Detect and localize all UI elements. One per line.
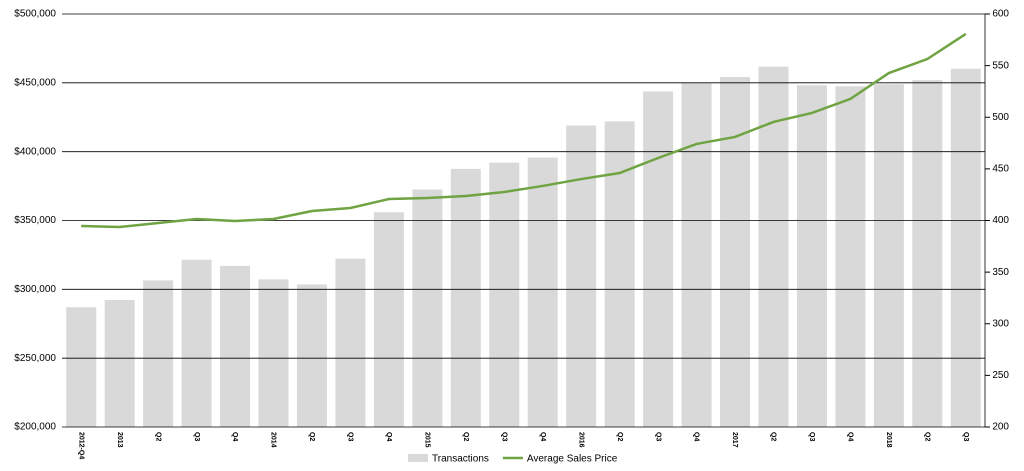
x-tick-label: 2017 bbox=[731, 432, 738, 448]
x-tick-label: Q2 bbox=[154, 432, 161, 441]
line bbox=[81, 32, 967, 229]
y2-tick-label: 400 bbox=[992, 215, 1009, 226]
x-tick-label: Q2 bbox=[462, 432, 469, 441]
x-tick-label: 2018 bbox=[885, 432, 892, 448]
y2-tick-label: 600 bbox=[992, 9, 1009, 20]
bar bbox=[643, 91, 674, 427]
bar bbox=[450, 168, 481, 427]
bar bbox=[604, 121, 635, 427]
x-tick-label: 2014 bbox=[270, 432, 277, 448]
bar bbox=[835, 86, 866, 428]
bar bbox=[181, 259, 212, 427]
y2-tick-label: 500 bbox=[992, 112, 1009, 123]
y-tick-label: $500,000 bbox=[14, 9, 56, 20]
bar bbox=[489, 162, 520, 427]
x-tick-label: Q2 bbox=[770, 432, 777, 441]
bar bbox=[296, 284, 327, 427]
y-tick-label: $300,000 bbox=[14, 284, 56, 295]
x-tick-label: 2012-Q4 bbox=[77, 432, 84, 459]
x-tick-label: Q4 bbox=[539, 432, 546, 441]
y2-tick-label: 250 bbox=[992, 370, 1009, 381]
y2-tick-label: 300 bbox=[992, 318, 1009, 329]
x-tick-label: 2013 bbox=[116, 432, 123, 448]
x-tick-label: Q3 bbox=[962, 432, 969, 441]
legend-label: Average Sales Price bbox=[527, 454, 618, 465]
bar bbox=[950, 68, 981, 427]
legend-label: Transactions bbox=[432, 454, 489, 465]
x-tick-label: Q3 bbox=[808, 432, 815, 441]
bar bbox=[720, 76, 751, 428]
x-tick-label: Q4 bbox=[847, 432, 854, 441]
bar bbox=[143, 280, 174, 427]
y2-tick-label: 350 bbox=[992, 267, 1009, 278]
x-tick-label: 2015 bbox=[424, 432, 431, 448]
bar bbox=[335, 258, 366, 427]
bar bbox=[373, 212, 404, 427]
x-tick-label: 2016 bbox=[577, 432, 584, 448]
y-tick-label: $450,000 bbox=[14, 77, 56, 88]
bar bbox=[796, 85, 827, 428]
x-tick-label: Q3 bbox=[500, 432, 507, 441]
x-tick-label: Q3 bbox=[193, 432, 200, 441]
y-tick-label: $350,000 bbox=[14, 215, 56, 226]
y-tick-label: $400,000 bbox=[14, 146, 56, 157]
y-tick-label: $200,000 bbox=[14, 422, 56, 433]
bar bbox=[681, 83, 712, 428]
x-tick-label: Q3 bbox=[654, 432, 661, 441]
bar bbox=[566, 125, 597, 427]
y2-tick-label: 450 bbox=[992, 164, 1009, 175]
bar bbox=[104, 300, 135, 427]
x-tick-label: Q2 bbox=[308, 432, 315, 441]
bar bbox=[527, 157, 558, 427]
bar bbox=[912, 80, 943, 427]
bar bbox=[412, 189, 443, 427]
bar bbox=[66, 307, 97, 427]
bar bbox=[258, 279, 289, 427]
y-tick-label: $250,000 bbox=[14, 353, 56, 364]
x-tick-label: Q2 bbox=[923, 432, 930, 441]
y2-tick-label: 550 bbox=[992, 60, 1009, 71]
x-tick-label: Q2 bbox=[616, 432, 623, 441]
bar bbox=[873, 84, 904, 428]
x-tick-label: Q4 bbox=[231, 432, 238, 441]
bar bbox=[220, 265, 251, 427]
legend-swatch bbox=[408, 454, 428, 462]
x-tick-label: Q3 bbox=[347, 432, 354, 441]
x-tick-label: Q4 bbox=[385, 432, 392, 441]
y2-tick-label: 200 bbox=[992, 422, 1009, 433]
x-tick-label: Q4 bbox=[693, 432, 700, 441]
